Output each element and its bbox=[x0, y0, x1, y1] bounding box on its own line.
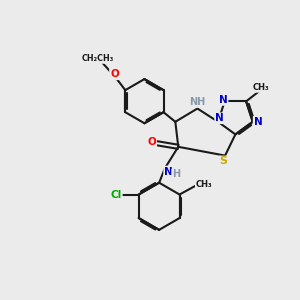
Text: N: N bbox=[219, 95, 228, 105]
Text: N: N bbox=[164, 167, 173, 176]
Text: O: O bbox=[110, 69, 119, 79]
Text: N: N bbox=[254, 117, 262, 127]
Text: H: H bbox=[172, 169, 180, 179]
Text: CH₃: CH₃ bbox=[253, 83, 269, 92]
Text: CH₃: CH₃ bbox=[196, 180, 212, 189]
Text: O: O bbox=[147, 137, 156, 147]
Text: CH₂CH₃: CH₂CH₃ bbox=[81, 54, 113, 63]
Text: N: N bbox=[215, 113, 224, 123]
Text: S: S bbox=[220, 157, 228, 166]
Text: Cl: Cl bbox=[110, 190, 122, 200]
Text: NH: NH bbox=[189, 97, 206, 107]
